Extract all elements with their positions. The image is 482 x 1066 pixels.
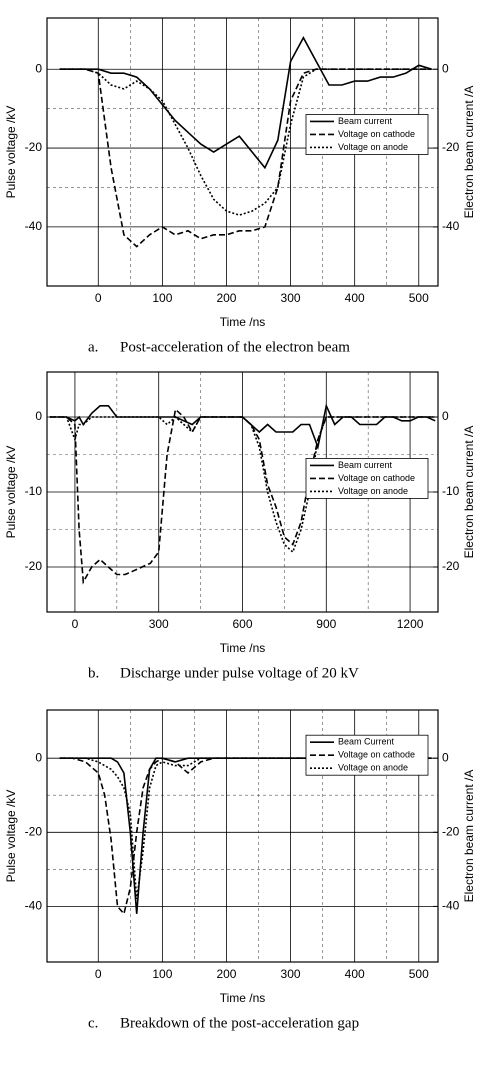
legend-label: Voltage on anode bbox=[338, 486, 408, 496]
y2-axis-label: Electron beam current /A bbox=[462, 770, 476, 903]
caption-label: c. bbox=[88, 1015, 98, 1031]
y2-axis-label: Electron beam current /A bbox=[462, 86, 476, 219]
legend: Beam Current Voltage on cathode Voltage on… bbox=[305, 734, 429, 776]
legend: Beam current Voltage on cathode Voltage on… bbox=[305, 457, 429, 499]
y-tick-label: 0 bbox=[35, 61, 42, 75]
y2-tick-label: 0 bbox=[442, 750, 449, 764]
chart: 0 100 200 300 400 500 -40 -20 0 -40 -20 0 Time /ns Pu… bbox=[4, 17, 476, 355]
legend-label: Voltage on anode bbox=[338, 142, 408, 152]
x-tick-label: 400 bbox=[345, 967, 365, 981]
legend-label: Voltage on cathode bbox=[338, 129, 415, 139]
caption: Post-acceleration of the electron beam bbox=[120, 339, 350, 355]
x-tick-label: 300 bbox=[281, 967, 301, 981]
y2-tick-label: -20 bbox=[442, 140, 460, 154]
legend-label: Voltage on cathode bbox=[338, 750, 415, 760]
legend-label: Beam Current bbox=[338, 737, 395, 747]
legend-label: Beam current bbox=[338, 460, 393, 470]
x-tick-label: 1200 bbox=[397, 617, 424, 631]
x-tick-label: 300 bbox=[281, 291, 301, 305]
y-tick-label: -20 bbox=[25, 559, 43, 573]
x-tick-label: 0 bbox=[72, 617, 79, 631]
plot-frame bbox=[46, 371, 439, 613]
x-tick-label: 200 bbox=[216, 291, 236, 305]
plot-frame bbox=[46, 709, 439, 963]
chart: 0 300 600 900 1200 -20 -10 0 -20 -10 0 Time /ns Puls… bbox=[4, 371, 476, 681]
x-tick-label: 0 bbox=[95, 967, 102, 981]
y2-tick-label: 0 bbox=[442, 409, 449, 423]
y-tick-label: 0 bbox=[35, 750, 42, 764]
x-tick-label: 900 bbox=[316, 617, 336, 631]
x-tick-label: 0 bbox=[95, 291, 102, 305]
x-tick-label: 600 bbox=[232, 617, 252, 631]
series-line bbox=[59, 68, 432, 216]
caption: Breakdown of the post-acceleration gap bbox=[120, 1015, 359, 1031]
y2-axis-label: Electron beam current /A bbox=[462, 426, 476, 559]
legend-label: Beam current bbox=[338, 116, 393, 126]
series-line bbox=[59, 36, 432, 170]
caption-label: a. bbox=[88, 339, 98, 355]
y2-tick-label: -40 bbox=[442, 219, 460, 233]
legend-label: Voltage on anode bbox=[338, 763, 408, 773]
y-axis-label: Pulse voltage /kV bbox=[4, 106, 18, 199]
x-tick-label: 100 bbox=[152, 291, 172, 305]
series-line bbox=[49, 415, 436, 554]
x-tick-label: 300 bbox=[149, 617, 169, 631]
series-line bbox=[59, 68, 432, 248]
series-line bbox=[59, 757, 432, 916]
series-line bbox=[59, 753, 432, 914]
y-tick-label: -10 bbox=[25, 484, 43, 498]
y-tick-label: -20 bbox=[25, 140, 43, 154]
y2-tick-label: -20 bbox=[442, 559, 460, 573]
series-line bbox=[59, 757, 432, 900]
y2-tick-label: 0 bbox=[442, 61, 449, 75]
y-tick-label: 0 bbox=[35, 409, 42, 423]
x-tick-label: 500 bbox=[409, 967, 429, 981]
x-tick-label: 500 bbox=[409, 291, 429, 305]
y2-tick-label: -20 bbox=[442, 824, 460, 838]
y-tick-label: -40 bbox=[25, 899, 43, 913]
legend: Beam current Voltage on cathode Voltage on… bbox=[305, 114, 429, 155]
y-tick-label: -20 bbox=[25, 824, 43, 838]
y2-tick-label: -10 bbox=[442, 484, 460, 498]
x-tick-label: 400 bbox=[345, 291, 365, 305]
caption-label: b. bbox=[88, 665, 99, 681]
x-axis-label: Time /ns bbox=[220, 315, 266, 329]
y-tick-label: -40 bbox=[25, 219, 43, 233]
y-axis-label: Pulse voltage /kV bbox=[4, 790, 18, 883]
legend-label: Voltage on cathode bbox=[338, 473, 415, 483]
plot-frame bbox=[46, 17, 439, 287]
x-tick-label: 100 bbox=[152, 967, 172, 981]
chart: 0 100 200 300 400 500 -40 -20 0 -40 -20 0 Time /ns Pu… bbox=[4, 709, 476, 1031]
x-tick-label: 200 bbox=[216, 967, 236, 981]
y2-tick-label: -40 bbox=[442, 899, 460, 913]
x-axis-label: Time /ns bbox=[220, 991, 266, 1005]
y-axis-label: Pulse voltage /kV bbox=[4, 446, 18, 539]
caption: Discharge under pulse voltage of 20 kV bbox=[120, 665, 359, 681]
x-axis-label: Time /ns bbox=[220, 641, 266, 655]
